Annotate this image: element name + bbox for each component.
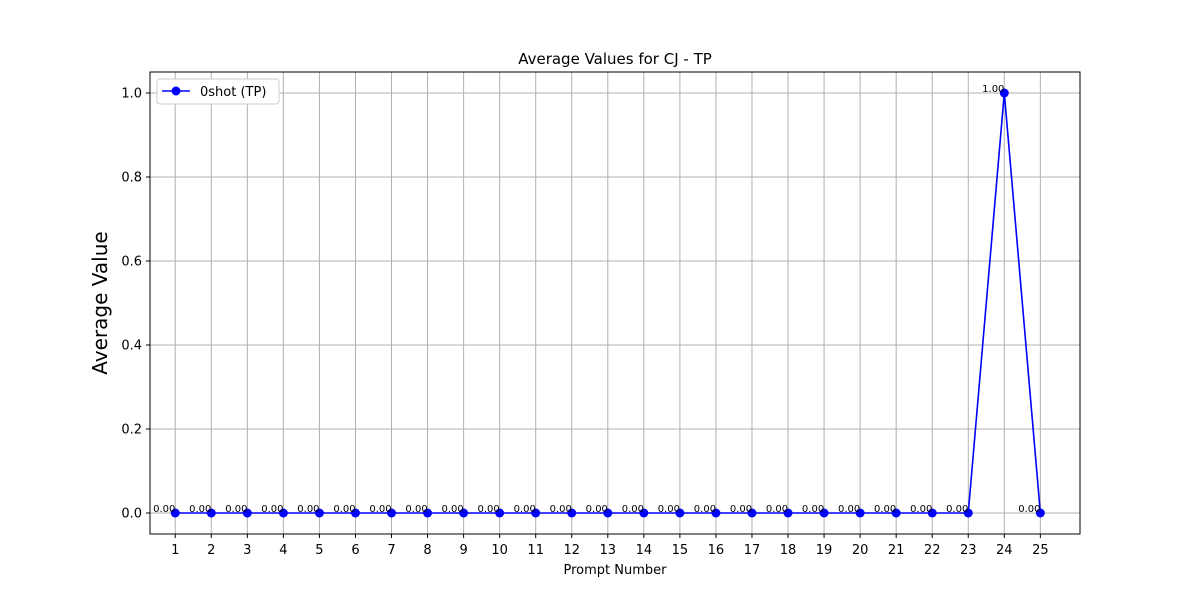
data-point: [278, 508, 288, 518]
data-label: 0.00: [514, 504, 536, 515]
data-label: 0.00: [910, 504, 932, 515]
x-tick-label: 3: [243, 543, 251, 558]
data-point: [927, 508, 937, 518]
data-label: 0.00: [694, 504, 716, 515]
x-tick-label: 14: [636, 543, 653, 558]
data-point: [387, 508, 397, 518]
legend: 0shot (TP): [156, 78, 280, 105]
data-point: [891, 508, 901, 518]
y-tick-label: 0.8: [121, 171, 142, 186]
x-tick-label: 6: [351, 543, 359, 558]
data-point: [423, 508, 433, 518]
data-label: 0.00: [225, 504, 247, 515]
data-label: 0.00: [586, 504, 608, 515]
x-tick-label: 18: [780, 543, 797, 558]
x-tick-label: 15: [672, 543, 689, 558]
data-point: [999, 88, 1009, 98]
x-tick-label: 4: [279, 543, 287, 558]
x-tick-label: 12: [563, 543, 580, 558]
data-label: 0.00: [730, 504, 752, 515]
data-point: [495, 508, 505, 518]
legend-label: 0shot (TP): [200, 85, 266, 100]
x-tick-label: 13: [600, 543, 617, 558]
y-axis-label: Average Value: [88, 231, 112, 374]
data-point: [675, 508, 685, 518]
data-label: 0.00: [1018, 504, 1040, 515]
data-label: 0.00: [297, 504, 319, 515]
data-label: 1.00: [982, 84, 1004, 95]
data-label: 0.00: [550, 504, 572, 515]
legend-box: [156, 78, 280, 105]
data-point: [567, 508, 577, 518]
x-tick-label: 17: [744, 543, 761, 558]
x-tick-label: 19: [816, 543, 833, 558]
data-label: 0.00: [946, 504, 968, 515]
grid-lines: [150, 72, 1080, 534]
x-axis-ticks: 1 2 3 4 5 6 7 8 9 10 11 12 13 14 15 16 17 18 19 20 21 22 23 24 2…: [171, 534, 1049, 558]
data-label: 0.00: [261, 504, 283, 515]
data-label: 0.00: [478, 504, 500, 515]
y-tick-label: 0.4: [121, 339, 142, 354]
x-tick-label: 25: [1032, 543, 1049, 558]
data-point: [783, 508, 793, 518]
legend-marker-sample: [171, 86, 181, 96]
y-tick-label: 0.6: [121, 255, 142, 270]
data-point: [314, 508, 324, 518]
data-point: [170, 508, 180, 518]
data-point: [963, 508, 973, 518]
data-labels: 0.00 0.00 0.00 0.00 0.00 0.00 0.00 0.00 0.00 0.00…: [153, 84, 1040, 515]
data-point: [855, 508, 865, 518]
x-tick-label: 7: [387, 543, 395, 558]
plot-area-frame: [149, 71, 1081, 535]
data-label: 0.00: [333, 504, 355, 515]
x-axis-label: Prompt Number: [564, 563, 668, 578]
data-label: 0.00: [153, 504, 175, 515]
x-tick-label: 1: [171, 543, 179, 558]
data-label: 0.00: [766, 504, 788, 515]
y-tick-label: 0.0: [121, 507, 142, 522]
x-tick-label: 16: [708, 543, 725, 558]
x-tick-label: 21: [888, 543, 905, 558]
x-tick-label: 5: [315, 543, 323, 558]
data-point: [603, 508, 613, 518]
data-point: [206, 508, 216, 518]
data-point: [1035, 508, 1045, 518]
data-label: 0.00: [405, 504, 427, 515]
x-tick-label: 10: [491, 543, 508, 558]
data-label: 0.00: [622, 504, 644, 515]
data-point: [531, 508, 541, 518]
x-tick-label: 11: [527, 543, 544, 558]
x-tick-label: 22: [924, 543, 941, 558]
x-tick-label: 8: [423, 543, 431, 558]
x-tick-label: 23: [960, 543, 977, 558]
x-tick-label: 9: [459, 543, 467, 558]
y-tick-label: 1.0: [121, 87, 142, 102]
y-tick-label: 0.2: [121, 423, 142, 438]
data-point: [459, 508, 469, 518]
x-tick-label: 2: [207, 543, 215, 558]
data-point: [711, 508, 721, 518]
data-label: 0.00: [441, 504, 463, 515]
x-tick-label: 20: [852, 543, 869, 558]
data-label: 0.00: [802, 504, 824, 515]
data-label: 0.00: [838, 504, 860, 515]
y-axis-ticks: 0.0 0.2 0.4 0.6 0.8 1.0: [121, 87, 150, 522]
data-label: 0.00: [658, 504, 680, 515]
series-layer: [170, 88, 1045, 518]
data-point: [819, 508, 829, 518]
x-tick-label: 24: [996, 543, 1013, 558]
data-point: [639, 508, 649, 518]
data-label: 0.00: [369, 504, 391, 515]
data-point: [350, 508, 360, 518]
data-point: [747, 508, 757, 518]
chart-title: Average Values for CJ - TP: [518, 50, 712, 68]
data-point: [242, 508, 252, 518]
data-label: 0.00: [189, 504, 211, 515]
data-label: 0.00: [874, 504, 896, 515]
